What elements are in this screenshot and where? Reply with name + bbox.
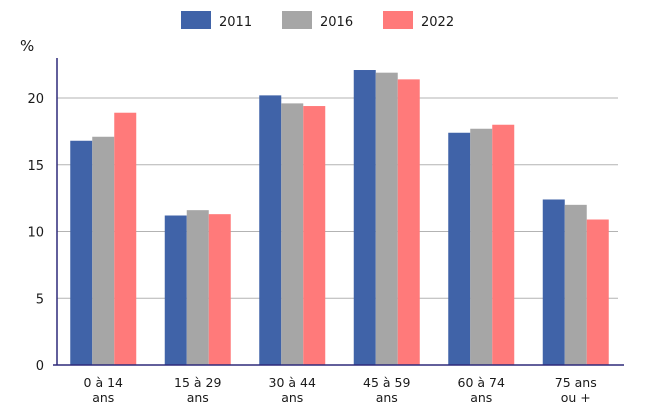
x-tick-label: ans bbox=[187, 390, 209, 405]
legend-swatch-2011 bbox=[181, 11, 211, 29]
bar-2016-3 bbox=[375, 72, 398, 365]
x-tick-label: 60 à 74 bbox=[458, 375, 505, 390]
bar-2011-2 bbox=[259, 95, 282, 366]
bar-2022-4 bbox=[492, 124, 515, 365]
x-tick-label: 15 à 29 bbox=[174, 375, 221, 390]
bar-2022-5 bbox=[586, 219, 609, 365]
x-tick-label: 75 ans bbox=[555, 375, 597, 390]
bar-2011-0 bbox=[70, 140, 93, 365]
axes bbox=[53, 58, 624, 366]
y-axis-ticks: 0 5 10 15 20 bbox=[27, 92, 44, 374]
x-tick-label: ans bbox=[281, 390, 303, 405]
legend-swatch-2016 bbox=[282, 11, 312, 29]
bar-2022-2 bbox=[303, 106, 326, 365]
y-axis-label: % bbox=[20, 37, 34, 55]
y-tick-label: 20 bbox=[27, 92, 44, 107]
x-tick-label: 30 à 44 bbox=[269, 375, 316, 390]
bar-2011-3 bbox=[353, 70, 376, 365]
bar-2011-1 bbox=[164, 215, 187, 365]
gridlines bbox=[57, 97, 618, 299]
x-tick-label: 45 à 59 bbox=[363, 375, 410, 390]
bar-2016-0 bbox=[92, 136, 115, 365]
legend-label: 2016 bbox=[320, 15, 353, 30]
x-tick-label: ans bbox=[92, 390, 114, 405]
y-tick-label: 5 bbox=[36, 292, 44, 307]
bar-2022-0 bbox=[114, 112, 137, 365]
x-tick-label: ou + bbox=[561, 390, 591, 405]
bar-2016-1 bbox=[186, 210, 209, 365]
legend: 2011 2016 2022 bbox=[181, 11, 454, 30]
legend-label: 2011 bbox=[219, 15, 252, 30]
bar-2022-3 bbox=[397, 79, 420, 366]
y-tick-label: 10 bbox=[27, 226, 44, 241]
bar-2011-4 bbox=[448, 132, 471, 365]
legend-swatch-2022 bbox=[383, 11, 413, 29]
y-tick-label: 0 bbox=[36, 359, 44, 374]
legend-label: 2022 bbox=[421, 15, 454, 30]
x-tick-label: ans bbox=[470, 390, 492, 405]
bar-2022-1 bbox=[208, 214, 231, 365]
x-tick-label: 0 à 14 bbox=[84, 375, 124, 390]
x-tick-label: ans bbox=[376, 390, 398, 405]
y-tick-label: 15 bbox=[27, 159, 44, 174]
bar-2016-4 bbox=[470, 128, 493, 365]
bar-2011-5 bbox=[542, 199, 565, 365]
bars bbox=[70, 70, 609, 366]
bar-2016-5 bbox=[564, 204, 587, 365]
bar-2016-2 bbox=[281, 103, 304, 366]
